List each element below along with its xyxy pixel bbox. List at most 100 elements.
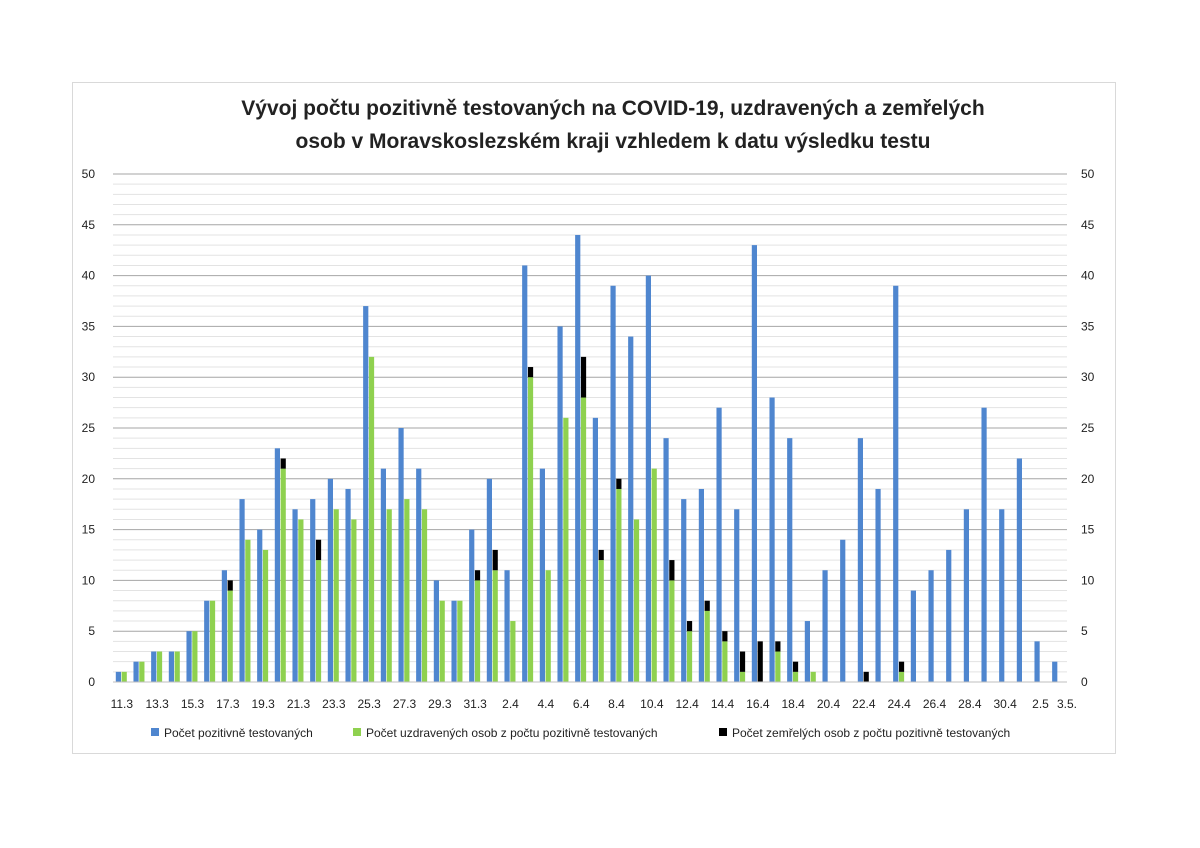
bar-recovered	[527, 377, 534, 682]
y-tick-label-right: 0	[1081, 675, 1088, 689]
bar-positive	[981, 407, 987, 682]
y-tick-label-left: 50	[82, 167, 96, 181]
y-tick-label-right: 25	[1081, 421, 1095, 435]
legend-swatch	[719, 728, 727, 736]
bar-recovered	[457, 600, 463, 682]
bar-deceased	[757, 641, 763, 682]
x-tick-label: 28.4	[958, 697, 982, 711]
bar-positive	[433, 580, 439, 682]
x-tick-label: 8.4	[608, 697, 625, 711]
bar-recovered	[563, 417, 569, 682]
y-tick-label-left: 15	[82, 523, 96, 537]
bar-deceased	[669, 560, 675, 581]
x-tick-label: 31.3	[463, 697, 487, 711]
bar-positive	[1052, 661, 1058, 682]
bar-positive	[787, 438, 793, 682]
bar-positive	[663, 438, 669, 682]
bar-positive	[168, 651, 174, 682]
bar-recovered	[192, 631, 198, 682]
bar-positive	[327, 478, 333, 682]
x-tick-label: 15.3	[181, 697, 205, 711]
bar-positive	[451, 600, 457, 682]
bar-positive	[681, 499, 687, 682]
bar-recovered	[139, 661, 145, 682]
bar-recovered	[669, 580, 675, 682]
y-tick-label-right: 50	[1081, 167, 1095, 181]
x-tick-label: 3.5.	[1057, 697, 1077, 711]
bar-recovered	[174, 651, 180, 682]
bar-recovered	[722, 641, 728, 682]
x-tick-label: 26.4	[923, 697, 947, 711]
x-tick-label: 25.3	[357, 697, 381, 711]
bar-positive	[504, 570, 510, 682]
legend-label: Počet zemřelých osob z počtu pozitivně t…	[732, 726, 1010, 740]
bar-positive	[592, 417, 598, 682]
x-tick-label: 11.3	[111, 697, 134, 711]
bar-positive	[734, 509, 740, 682]
bar-deceased	[898, 661, 905, 672]
y-tick-label-right: 10	[1081, 573, 1095, 587]
y-tick-label-left: 30	[82, 370, 96, 384]
bar-recovered	[598, 560, 604, 682]
y-tick-label-right: 30	[1081, 370, 1095, 384]
bar-deceased	[775, 641, 781, 652]
bar-recovered	[386, 509, 392, 682]
bar-series	[115, 234, 1058, 682]
bar-recovered	[545, 570, 551, 682]
bar-positive	[628, 336, 634, 682]
y-axis-right: 0 5 10 15 20 25 30 35 40 45 50	[1081, 167, 1095, 689]
bar-deceased	[280, 458, 286, 469]
bar-positive	[999, 509, 1005, 682]
y-tick-label-right: 35	[1081, 319, 1095, 333]
x-tick-label: 21.3	[287, 697, 311, 711]
bar-positive	[204, 600, 210, 682]
bar-positive	[910, 590, 916, 682]
bar-positive	[469, 529, 475, 682]
x-tick-label: 2.5	[1032, 697, 1049, 711]
gridlines	[113, 173, 1067, 673]
y-tick-label-left: 20	[82, 472, 96, 486]
bar-positive	[1016, 458, 1022, 682]
x-tick-label: 29.3	[428, 697, 452, 711]
x-tick-label: 13.3	[145, 697, 169, 711]
x-tick-label: 10.4	[640, 697, 664, 711]
bar-deceased	[704, 600, 710, 611]
x-tick-label: 12.4	[675, 697, 699, 711]
bar-positive	[963, 509, 969, 682]
bar-recovered	[633, 519, 640, 682]
bar-deceased	[492, 549, 498, 571]
bar-positive	[946, 549, 952, 682]
x-tick-label: 14.4	[711, 697, 735, 711]
y-tick-label-right: 5	[1081, 624, 1088, 638]
x-tick-label: 30.4	[993, 697, 1017, 711]
legend-swatch	[353, 728, 361, 736]
bar-positive	[115, 671, 121, 682]
bar-positive	[539, 468, 545, 682]
legend: Počet pozitivně testovaných Počet uzdrave…	[151, 726, 1010, 740]
bar-recovered	[227, 590, 233, 682]
bar-positive	[804, 621, 810, 682]
bar-positive	[239, 499, 245, 682]
bar-recovered	[651, 468, 657, 682]
y-tick-label-left: 10	[82, 573, 96, 587]
bar-recovered	[439, 600, 445, 682]
y-tick-label-right: 40	[1081, 269, 1095, 283]
bar-positive	[645, 275, 651, 682]
bar-positive	[380, 468, 386, 682]
bar-positive	[257, 529, 263, 682]
legend-label: Počet pozitivně testovaných	[164, 726, 313, 740]
x-tick-label: 4.4	[537, 697, 554, 711]
bar-recovered	[739, 671, 746, 682]
bar-positive	[1034, 641, 1040, 682]
bar-deceased	[686, 621, 693, 632]
bar-recovered	[898, 671, 905, 682]
x-tick-label: 17.3	[216, 697, 240, 711]
bar-positive	[928, 570, 934, 682]
bar-positive	[310, 499, 316, 682]
bar-positive	[133, 661, 139, 682]
bar-positive	[522, 265, 528, 682]
bar-positive	[345, 488, 351, 682]
bar-recovered	[298, 519, 304, 682]
bar-deceased	[792, 661, 799, 672]
y-tick-label-left: 25	[82, 421, 96, 435]
